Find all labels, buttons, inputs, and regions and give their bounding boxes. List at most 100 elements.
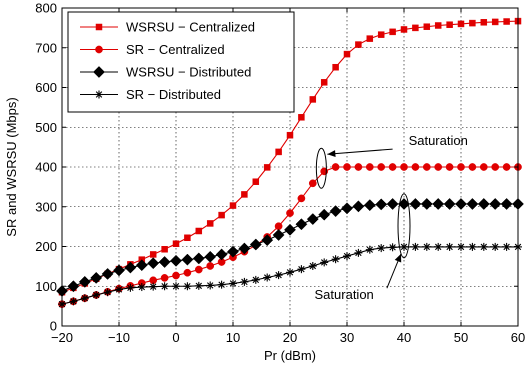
- data-point: [412, 24, 419, 32]
- y-tick-label: 300: [35, 199, 57, 214]
- data-point: [184, 234, 191, 242]
- star-marker-arm: [309, 262, 317, 270]
- data-point: [69, 297, 78, 306]
- star-marker-arm: [412, 243, 419, 251]
- data-point: [67, 280, 80, 293]
- legend: WSRSU − Centralized SR − Centralized WSRSU…: [67, 11, 295, 113]
- legend-box: [67, 11, 295, 113]
- star-marker-arm: [149, 283, 157, 290]
- legend-label: SR − Centralized: [126, 42, 225, 57]
- data-point: [411, 242, 420, 251]
- legend-swatch-marker: [95, 90, 103, 99]
- legend-entry-3: SR − Distributed: [80, 87, 221, 102]
- star-marker-arm: [241, 278, 248, 286]
- star-marker-arm: [423, 243, 431, 251]
- star-marker-arm: [115, 286, 123, 293]
- data-point: [249, 238, 262, 251]
- star-marker-arm: [195, 282, 203, 290]
- data-point: [181, 253, 194, 266]
- data-point: [286, 209, 294, 217]
- data-point: [160, 274, 169, 282]
- data-point: [331, 255, 340, 264]
- star-marker-arm: [389, 244, 396, 251]
- star-marker-arm: [286, 269, 294, 276]
- series-3: [58, 242, 522, 309]
- y-tick-label: 700: [35, 40, 57, 55]
- star-marker-arm: [218, 281, 225, 288]
- data-point: [502, 242, 511, 251]
- data-point: [365, 245, 374, 254]
- data-point: [147, 257, 160, 270]
- data-point: [194, 281, 203, 290]
- data-point: [192, 252, 205, 265]
- data-point: [491, 163, 500, 171]
- data-point: [124, 261, 137, 274]
- series-layer: [56, 17, 524, 309]
- star-marker-arm: [343, 252, 351, 260]
- data-point: [101, 267, 114, 280]
- data-point: [354, 163, 363, 171]
- data-point: [423, 23, 431, 30]
- star-marker-arm: [355, 249, 362, 257]
- data-point: [275, 148, 282, 156]
- data-point: [502, 163, 511, 171]
- data-point: [172, 282, 180, 291]
- star-marker-arm: [229, 280, 237, 287]
- data-point: [137, 283, 146, 292]
- data-point: [308, 261, 317, 270]
- data-point: [183, 282, 192, 291]
- data-point: [126, 283, 135, 292]
- legend-swatch-marker: [93, 66, 105, 78]
- data-point: [468, 163, 477, 171]
- data-point: [318, 208, 331, 221]
- data-point: [251, 275, 260, 284]
- legend-entry-0: WSRSU − Centralized: [80, 20, 255, 35]
- legend-label: WSRSU − Centralized: [126, 20, 255, 35]
- data-point: [389, 28, 396, 36]
- data-point: [500, 198, 513, 210]
- data-point: [434, 242, 443, 251]
- data-point: [80, 294, 89, 303]
- x-tick-label: 0: [172, 330, 179, 345]
- x-tick-label: −20: [51, 330, 73, 345]
- data-point: [503, 18, 510, 25]
- star-marker-arm: [366, 246, 374, 253]
- data-point: [377, 244, 386, 253]
- y-tick-label: 600: [35, 80, 57, 95]
- data-point: [489, 198, 502, 210]
- star-marker-arm: [161, 283, 168, 290]
- data-point: [343, 50, 351, 58]
- data-point: [386, 198, 399, 210]
- x-tick-label: 30: [340, 330, 354, 345]
- data-point: [274, 271, 283, 280]
- x-tick-label: 60: [511, 330, 525, 345]
- saturation-annotation-upper: Saturation: [409, 133, 468, 148]
- series-2: [56, 198, 524, 297]
- data-point: [377, 31, 385, 38]
- data-point: [135, 259, 148, 272]
- legend-label: SR − Distributed: [126, 87, 221, 102]
- data-point: [388, 243, 397, 252]
- data-point: [241, 191, 248, 198]
- star-marker-arm: [457, 243, 465, 251]
- legend-swatch-marker: [95, 23, 103, 31]
- saturation-ellipse-lower: [397, 193, 411, 259]
- star-marker-arm: [298, 265, 305, 273]
- data-point: [434, 163, 443, 171]
- data-point: [480, 19, 488, 26]
- data-point: [206, 262, 215, 270]
- star-marker-arm: [275, 271, 282, 279]
- data-point: [215, 248, 228, 261]
- star-marker-arm: [172, 283, 180, 290]
- saturation-ellipse-upper: [315, 147, 327, 189]
- saturation-annotation-lower: Saturation: [315, 287, 374, 302]
- data-point: [455, 198, 467, 210]
- data-point: [446, 21, 453, 28]
- star-marker-arm: [70, 298, 77, 305]
- star-marker-arm: [81, 294, 89, 302]
- saturation-arrowhead-lower: [394, 253, 402, 263]
- data-point: [479, 163, 488, 171]
- data-point: [377, 163, 386, 171]
- data-point: [469, 19, 476, 27]
- legend-swatch-marker: [95, 45, 103, 54]
